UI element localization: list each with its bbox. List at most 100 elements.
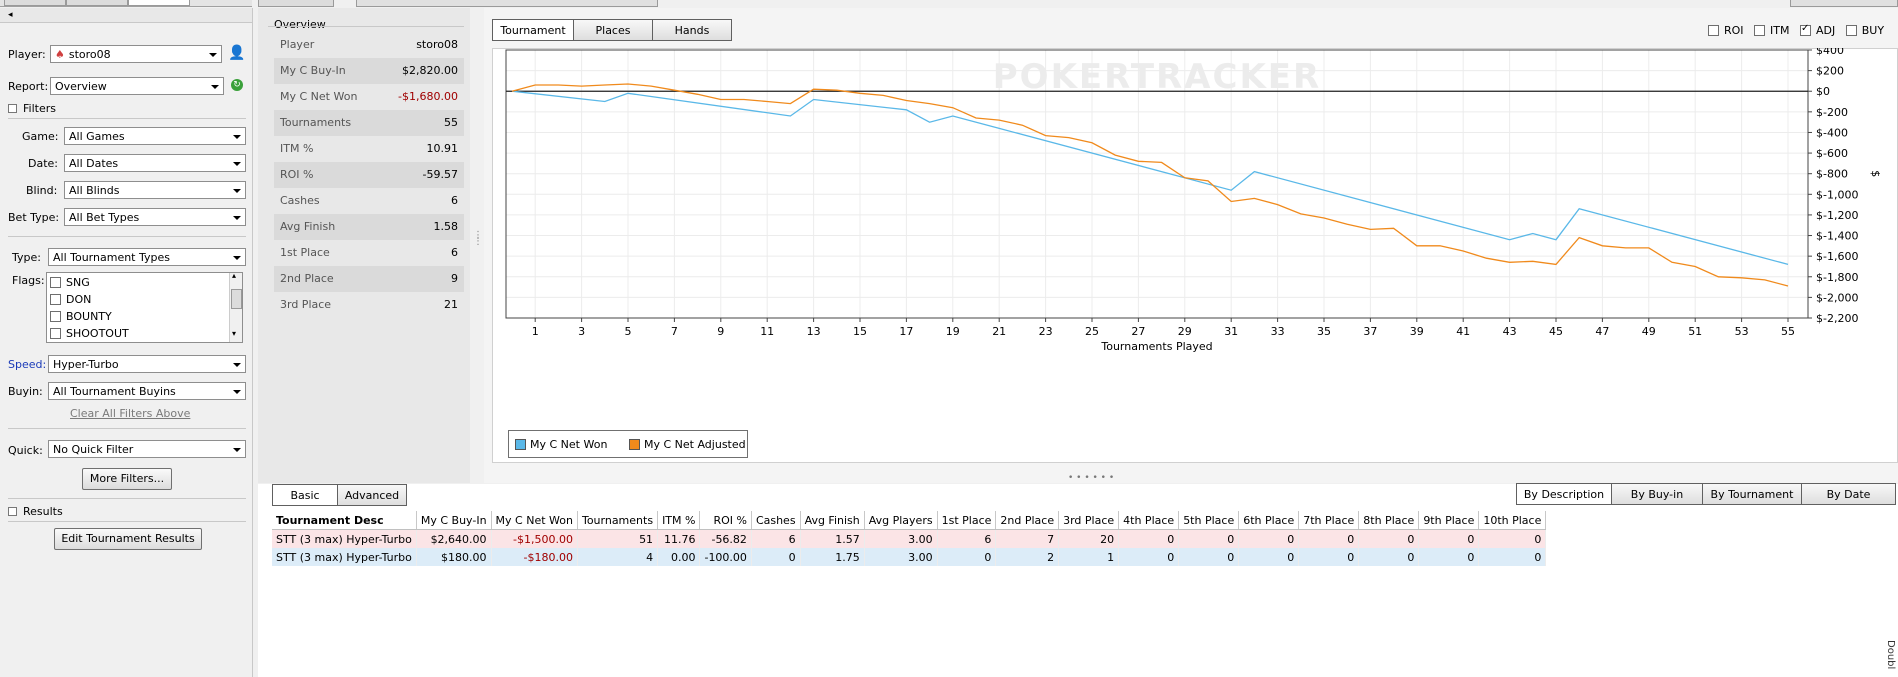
tab-by-date[interactable]: By Date bbox=[1801, 483, 1896, 505]
edit-results-button[interactable]: Edit Tournament Results bbox=[54, 528, 202, 550]
checkbox[interactable] bbox=[1754, 24, 1766, 36]
scroll-thumb[interactable] bbox=[231, 289, 242, 309]
tab-basic[interactable]: Basic bbox=[272, 484, 338, 506]
table-cell: 0 bbox=[1418, 529, 1480, 548]
column-header[interactable]: 1st Place bbox=[937, 511, 997, 530]
top-tab-group[interactable] bbox=[356, 0, 658, 7]
column-header[interactable]: 4th Place bbox=[1118, 511, 1180, 530]
scroll-down-icon[interactable]: ▾ bbox=[232, 329, 237, 338]
flag-item[interactable]: DON bbox=[50, 292, 91, 307]
tab-tournament[interactable]: Tournament bbox=[492, 19, 574, 41]
refresh-icon[interactable]: ↻ bbox=[231, 79, 243, 91]
stat-label: ITM % bbox=[280, 142, 314, 155]
column-header[interactable]: 7th Place bbox=[1298, 511, 1360, 530]
x-tick-label: 43 bbox=[1503, 325, 1517, 338]
quick-filter-select[interactable]: No Quick Filter bbox=[48, 440, 246, 458]
player-select[interactable]: ♠ storo08 bbox=[50, 45, 222, 63]
flag-item[interactable]: SHOOTOUT bbox=[50, 326, 129, 341]
game-select[interactable]: All Games bbox=[64, 127, 246, 145]
option-adj[interactable]: ADJ bbox=[1800, 23, 1835, 37]
collapse-arrow-icon[interactable]: ◂ bbox=[8, 10, 13, 20]
type-select[interactable]: All Tournament Types bbox=[48, 248, 246, 266]
flags-scrollbar[interactable]: ▴ ▾ bbox=[229, 271, 242, 342]
column-header[interactable]: My C Net Won bbox=[491, 511, 578, 530]
x-tick-label: 29 bbox=[1178, 325, 1192, 338]
option-buy[interactable]: BUY bbox=[1845, 24, 1884, 37]
tab-by-buyin[interactable]: By Buy-in bbox=[1611, 483, 1703, 505]
tab-by-tournament[interactable]: By Tournament bbox=[1702, 483, 1802, 505]
option-roi[interactable]: ROI bbox=[1708, 24, 1744, 37]
stat-row: My C Net Won -$1,680.00 bbox=[274, 84, 464, 110]
x-tick-label: 27 bbox=[1131, 325, 1145, 338]
player-value: storo08 bbox=[68, 48, 111, 61]
results-section-header[interactable]: Results bbox=[8, 505, 63, 518]
checkbox[interactable] bbox=[50, 293, 61, 305]
clear-filters-link[interactable]: Clear All Filters Above bbox=[70, 407, 191, 420]
filters-section-header[interactable]: Filters bbox=[8, 102, 56, 115]
tab-by-description[interactable]: By Description bbox=[1516, 483, 1612, 505]
tab-places[interactable]: Places bbox=[573, 19, 653, 41]
divider bbox=[8, 236, 246, 237]
flag-item[interactable]: SNG bbox=[50, 275, 90, 290]
checkbox[interactable] bbox=[1708, 24, 1719, 36]
flag-label: DON bbox=[66, 293, 92, 306]
column-header[interactable]: Tournament Desc bbox=[272, 511, 417, 530]
column-header[interactable]: Tournaments bbox=[577, 511, 659, 530]
column-header[interactable]: Cashes bbox=[751, 511, 801, 530]
stat-row: Player storo08 bbox=[274, 32, 464, 58]
flag-item[interactable]: BOUNTY bbox=[50, 309, 112, 324]
column-header[interactable]: 5th Place bbox=[1178, 511, 1240, 530]
table-cell: STT (3 max) Hyper-Turbo bbox=[272, 529, 417, 548]
report-select[interactable]: Overview bbox=[50, 77, 224, 95]
column-header[interactable]: Avg Finish bbox=[800, 511, 865, 530]
stat-label: Cashes bbox=[280, 194, 320, 207]
date-select[interactable]: All Dates bbox=[64, 154, 246, 172]
checkbox[interactable] bbox=[50, 327, 61, 339]
table-row[interactable]: STT (3 max) Hyper-Turbo $2,640.00 -$1,500.… bbox=[272, 529, 1547, 548]
top-tab-strip bbox=[0, 0, 252, 7]
checkbox[interactable] bbox=[1800, 23, 1812, 36]
flags-list[interactable]: SNG DON BOUNTY SHOOTOUT ▴ ▾ bbox=[46, 271, 243, 343]
column-header[interactable]: 2nd Place bbox=[995, 511, 1060, 530]
option-itm[interactable]: ITM bbox=[1754, 24, 1790, 37]
splitter-handle[interactable]: ⋮ ⋮ bbox=[473, 230, 483, 247]
watermark-text: POKERTRACKER bbox=[993, 57, 1321, 97]
stat-row: 3rd Place 21 bbox=[274, 292, 464, 318]
column-header[interactable]: Avg Players bbox=[864, 511, 938, 530]
stat-row: 2nd Place 9 bbox=[274, 266, 464, 292]
x-tick-label: 3 bbox=[578, 325, 585, 338]
tab-advanced[interactable]: Advanced bbox=[337, 484, 407, 506]
splitter-handle-horizontal[interactable]: • • • • • • bbox=[1068, 473, 1115, 483]
user-icon[interactable]: 👤 bbox=[228, 45, 246, 61]
y-tick-label: $-1,600 bbox=[1816, 250, 1858, 263]
column-header[interactable]: 6th Place bbox=[1238, 511, 1300, 530]
top-tab-1[interactable] bbox=[4, 0, 66, 6]
checkbox[interactable] bbox=[1845, 24, 1857, 36]
table-cell: 6 bbox=[937, 529, 997, 548]
bettype-select[interactable]: All Bet Types bbox=[64, 208, 246, 226]
buyin-select[interactable]: All Tournament Buyins bbox=[48, 382, 246, 400]
column-header[interactable]: My C Buy-In bbox=[416, 511, 492, 530]
top-tab-3[interactable] bbox=[128, 0, 190, 6]
tab-hands[interactable]: Hands bbox=[652, 19, 732, 41]
checkbox[interactable] bbox=[50, 276, 61, 288]
scroll-up-icon[interactable]: ▴ bbox=[232, 271, 237, 280]
more-filters-button[interactable]: More Filters... bbox=[82, 468, 172, 490]
column-header[interactable]: ITM % bbox=[657, 511, 701, 530]
y-tick-label: $400 bbox=[1816, 48, 1844, 57]
column-header[interactable]: 3rd Place bbox=[1058, 511, 1120, 530]
column-header[interactable]: 8th Place bbox=[1358, 511, 1420, 530]
column-header[interactable]: 10th Place bbox=[1478, 511, 1547, 530]
speed-select[interactable]: Hyper-Turbo bbox=[48, 355, 246, 373]
table-cell: $2,640.00 bbox=[416, 529, 492, 548]
top-tab-2[interactable] bbox=[66, 0, 128, 6]
column-header[interactable]: ROI % bbox=[699, 511, 752, 530]
table-cell: 0 bbox=[1178, 529, 1240, 548]
series-line-net-won bbox=[511, 90, 1789, 266]
blind-select[interactable]: All Blinds bbox=[64, 181, 246, 199]
checkbox[interactable] bbox=[50, 310, 61, 322]
table-row[interactable]: STT (3 max) Hyper-Turbo $180.00 -$180.00 4 0… bbox=[272, 548, 1547, 566]
top-tab-4[interactable] bbox=[258, 0, 334, 7]
column-header[interactable]: 9th Place bbox=[1418, 511, 1480, 530]
top-right-button[interactable] bbox=[1790, 0, 1898, 7]
